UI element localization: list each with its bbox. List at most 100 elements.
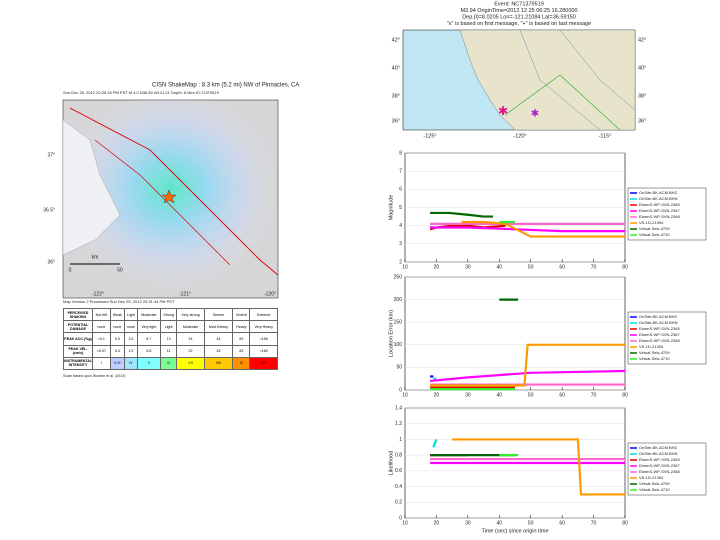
legend-label: Virtual-Seis-4709 [639,350,670,355]
table-cell: Moderate [136,307,161,322]
y-tick-label: 0.6 [395,468,402,474]
legend-label: ElarmS-WP-SVN-2367 [639,332,680,337]
plot-area [404,276,626,391]
event-header: Dep.(l)=8.0205 Lon=-121.21084 Lat=36.591… [462,14,576,20]
y-tick-label: 7 [399,168,402,174]
lat-label: 38° [638,93,646,99]
lat-label: 37° [47,152,55,158]
y-tick-label: 250 [394,274,403,280]
table-footer: Scale based upon Worden et al. (2012) [63,374,125,378]
y-tick-label: 0 [399,387,402,393]
y-tick-label: 1.4 [395,405,402,411]
table-cell: PEAK VEL.(cm/s) [62,344,94,358]
lat-label: 40° [638,65,646,71]
x-tick-label: 20 [434,392,440,398]
x-tick-label: 40 [497,392,503,398]
x-tick-label: 30 [465,520,471,526]
table-cell: II-III [109,356,126,370]
table-cell: V [136,356,161,370]
series-line [430,369,626,383]
table-cell: VI [159,356,178,370]
y-tick-label: 4 [399,223,402,229]
table-cell: 2.4 [124,332,138,346]
table-cell: POTENTIAL DAMAGE [62,320,94,334]
table-cell: none [124,320,138,334]
epicenter [161,189,177,204]
y-axis-label: Magnitude [388,195,394,221]
legend-label: ElarmS-WP-SVN-2368 [639,214,680,219]
x-tick-label: 70 [591,264,597,270]
x-axis-label: Time (sec) since origin time [481,528,548,534]
x-tick-label: 20 [434,520,440,526]
lat-label: 40° [392,65,400,71]
table-row: PEAK VEL.(cm/s) <0.07 0.4 1.9 5.8 11 22 43 83 >16… [62,344,278,358]
legend-label: VS-1D-21394 [639,475,664,480]
x-tick-label: 70 [591,392,597,398]
table-cell: Not felt [92,307,111,322]
y-axis-label: Location Error (km) [388,310,394,357]
table-cell: Extreme [249,307,278,322]
y-tick-label: 1.2 [395,421,402,427]
table-cell: Very light [136,320,161,334]
table-cell: 24 [176,332,205,346]
table-cell: none [92,320,111,334]
table-cell: 5.8 [136,344,161,358]
lat-label: 36° [638,118,646,124]
table-cell: Strong [159,307,178,322]
series-line [430,211,493,218]
table-cell: Very strong [176,307,205,322]
event-star: ✱ [531,109,539,120]
legend-label: OnSite-BK.ACM.BHN [639,320,678,325]
legend-label: Virtual-Seis-4709 [639,226,670,231]
x-tick-label: 50 [528,520,534,526]
table-cell: 0.5 [109,332,126,346]
legend-label: ElarmS-WP-SVN-2365 [639,202,680,207]
legend-label: Virtual-Seis-4710 [639,232,670,237]
y-tick-label: 50 [396,365,402,371]
table-cell: >156 [249,332,278,346]
x-tick-label: 60 [559,264,565,270]
x-tick-label: 80 [622,520,628,526]
ocean [62,119,121,256]
y-tick-label: 0.4 [395,484,402,490]
table-cell: 0.4 [109,344,126,358]
table-cell: VII [176,356,205,370]
legend-label: ElarmS-WP-SVN-2367 [639,463,680,468]
lat-label: 36.5° [43,207,55,213]
y-tick-label: 1 [399,437,402,443]
land [459,29,636,131]
table-cell: >160 [249,344,278,358]
y-tick-label: 8 [399,150,402,156]
table-cell: 44 [203,332,234,346]
y-tick-label: 0.8 [395,452,402,458]
path [504,74,621,131]
legend [627,311,707,365]
lat-label: 42° [392,37,400,43]
event-header: M3.94 OriginTime=2012 12 25 06:25 16.280… [460,8,577,14]
y-tick-label: 5 [399,205,402,211]
lat-label: 38° [392,93,400,99]
table-cell: VIII [203,356,234,370]
event-star: ✱ [498,104,508,118]
table-cell: Light [124,307,138,322]
table-cell: 11 [159,344,178,358]
legend [627,187,707,241]
series-line [432,439,438,448]
legend-label: VS-1D-21394 [639,220,664,225]
legend-label: Virtual-Seis-4710 [639,487,670,492]
table-cell: 13 [159,332,178,346]
legend-label: OnSite-BK.ACM.BHZ [639,445,678,450]
shakemap-subtitle: Sun Dec 25, 2012 20:25:16 PM PST M 4.0 N… [63,90,220,95]
table-row: PEAK ACC.(%g) <0.1 0.5 2.4 6.7 13 24 44 83 >156 [62,332,278,346]
x-tick-label: 10 [402,520,408,526]
legend-label: Virtual-Seis-4710 [639,356,670,361]
legend [627,442,707,496]
table-cell: <0.1 [92,332,111,346]
table-row: POTENTIAL DAMAGE none none none Very light Li… [62,320,278,334]
table-cell: Severe [203,307,234,322]
legend-label: OnSite-BK.ACM.BHN [639,196,678,201]
table-cell: Violent [232,307,251,322]
x-tick-label: 20 [434,264,440,270]
x-tick-label: 80 [622,392,628,398]
